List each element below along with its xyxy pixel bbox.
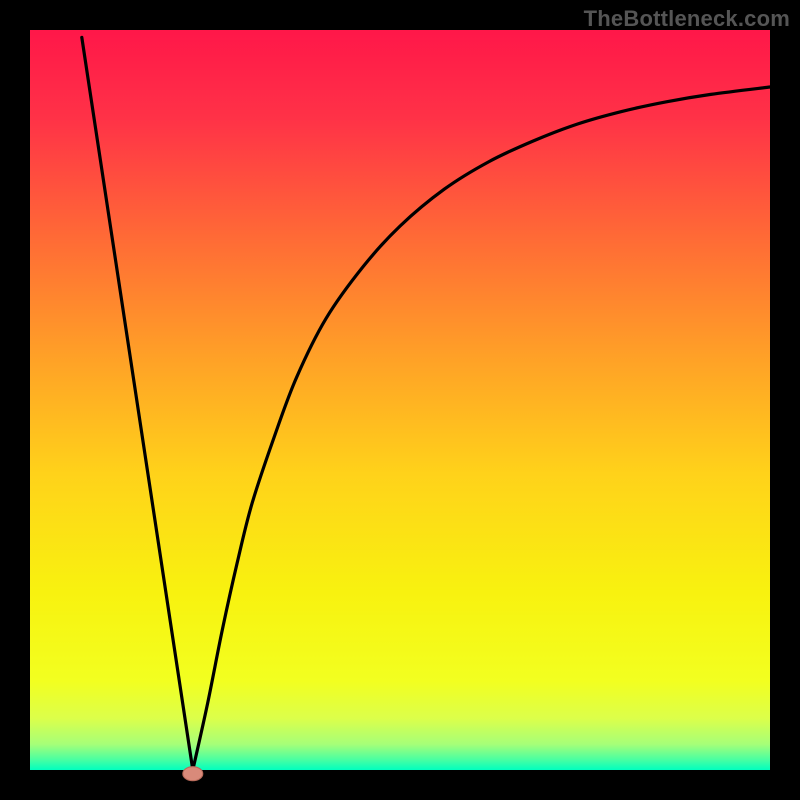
chart-svg xyxy=(0,0,800,800)
minimum-marker xyxy=(183,767,203,781)
chart-frame: TheBottleneck.com xyxy=(0,0,800,800)
plot-background xyxy=(30,30,770,770)
watermark-text: TheBottleneck.com xyxy=(584,6,790,32)
